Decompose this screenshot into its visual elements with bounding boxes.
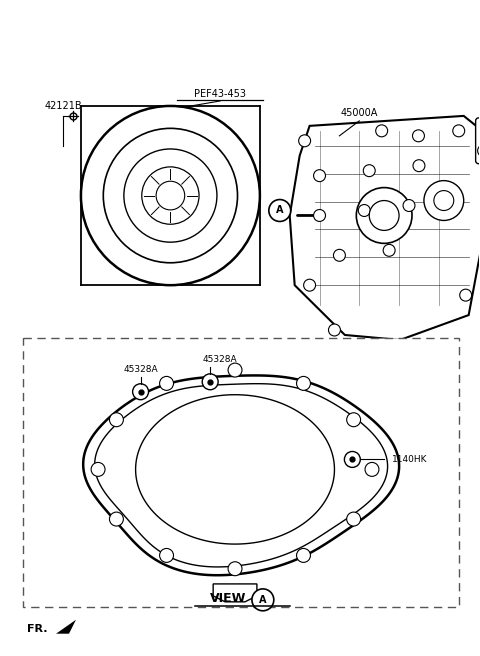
FancyBboxPatch shape <box>23 338 459 607</box>
Circle shape <box>228 562 242 576</box>
Circle shape <box>363 165 375 176</box>
Circle shape <box>358 205 370 216</box>
Ellipse shape <box>156 181 185 210</box>
Circle shape <box>252 589 274 611</box>
Polygon shape <box>56 620 76 634</box>
Polygon shape <box>95 384 387 567</box>
Circle shape <box>344 451 360 468</box>
Polygon shape <box>290 116 480 340</box>
Circle shape <box>202 374 218 390</box>
Circle shape <box>269 199 291 222</box>
Ellipse shape <box>81 106 260 285</box>
Circle shape <box>299 135 311 147</box>
Text: A: A <box>259 595 266 605</box>
Circle shape <box>159 548 173 562</box>
Text: 45328A: 45328A <box>203 356 238 364</box>
Circle shape <box>91 462 105 476</box>
Circle shape <box>132 384 148 400</box>
Circle shape <box>313 170 325 182</box>
Circle shape <box>109 512 123 526</box>
Ellipse shape <box>124 149 217 242</box>
Circle shape <box>297 548 311 562</box>
Text: PEF43-453: PEF43-453 <box>194 89 246 99</box>
Polygon shape <box>213 584 257 602</box>
Circle shape <box>347 413 360 426</box>
Text: 42121B: 42121B <box>44 101 82 111</box>
Circle shape <box>453 125 465 137</box>
Circle shape <box>159 377 173 390</box>
Text: 45328A: 45328A <box>123 365 158 375</box>
Circle shape <box>434 191 454 211</box>
Ellipse shape <box>142 167 199 224</box>
Circle shape <box>304 279 315 291</box>
Circle shape <box>297 377 311 390</box>
Circle shape <box>412 130 424 142</box>
Polygon shape <box>136 395 335 544</box>
Circle shape <box>365 462 379 476</box>
Circle shape <box>424 180 464 220</box>
Circle shape <box>413 159 425 172</box>
Circle shape <box>403 199 415 211</box>
Text: VIEW: VIEW <box>210 592 246 605</box>
Circle shape <box>347 512 360 526</box>
FancyBboxPatch shape <box>476 118 480 164</box>
Circle shape <box>228 363 242 377</box>
Text: 45000A: 45000A <box>341 108 378 118</box>
Circle shape <box>383 244 395 256</box>
Text: 1140HK: 1140HK <box>392 455 428 464</box>
Ellipse shape <box>103 129 238 263</box>
Circle shape <box>313 209 325 222</box>
Circle shape <box>356 188 412 243</box>
Polygon shape <box>83 375 399 575</box>
Text: A: A <box>276 205 284 216</box>
Circle shape <box>328 324 340 336</box>
Circle shape <box>369 201 399 230</box>
Circle shape <box>109 413 123 426</box>
Circle shape <box>334 249 346 261</box>
Circle shape <box>460 289 472 301</box>
Text: FR.: FR. <box>27 624 48 634</box>
Circle shape <box>478 145 480 157</box>
Circle shape <box>376 125 388 137</box>
